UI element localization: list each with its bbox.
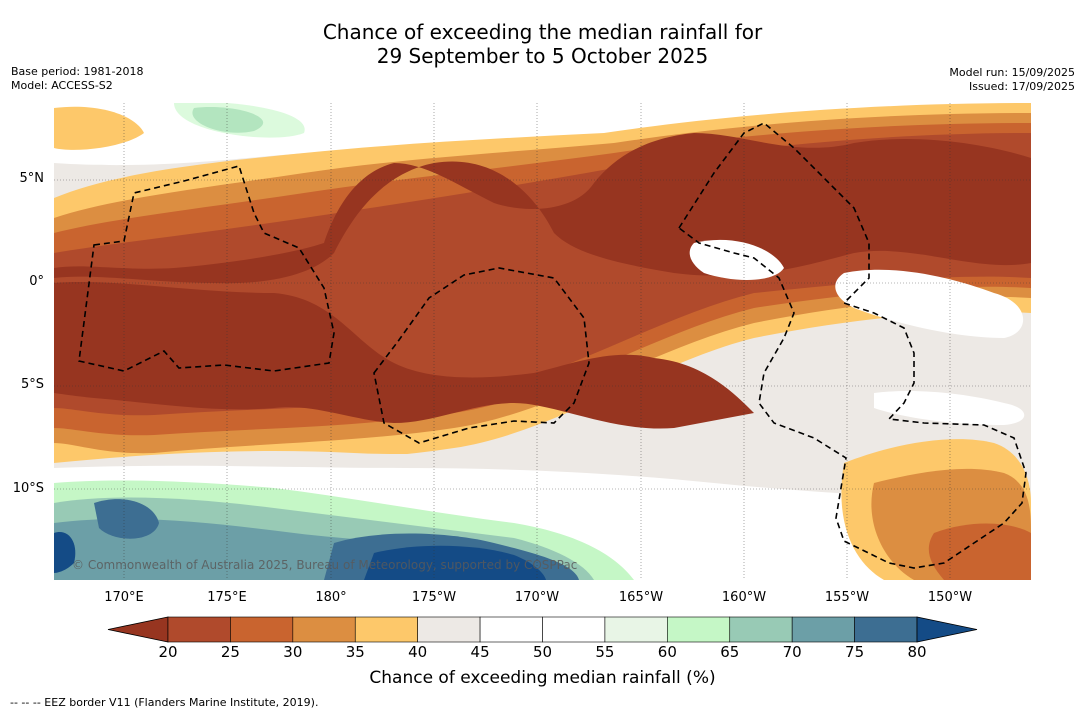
colorbar-tick-30: 30 [283,643,303,661]
issued-text: Issued: 17/09/2025 [968,80,1075,93]
eez-legend-note: -- -- -- EEZ border V11 (Flanders Marine… [10,696,319,709]
lon-label-175w: 175°W [411,590,457,605]
colorbar-segment-40 [417,616,481,643]
lon-label-170e: 170°E [104,590,144,605]
neutral-pocket-south [874,391,1025,425]
copyright-notice: © Commonwealth of Australia 2025, Bureau… [72,558,578,572]
lon-label-170w: 170°W [514,590,560,605]
dry-core-north [54,133,1031,284]
neutral-pocket-east [689,239,784,280]
model-info: Base period: 1981-2018 Model: ACCESS-S2 [11,65,143,93]
model-name-text: Model: ACCESS-S2 [11,79,113,92]
colorbar-extend-high [916,616,978,643]
colorbar-segment-70 [791,616,855,643]
colorbar-tick-25: 25 [220,643,240,661]
map-field [54,103,1031,580]
neutral-pocket-southeast [835,269,1024,338]
colorbar-segment-55 [604,616,668,643]
south-very-wet-core [364,545,546,580]
lat-label-5n: 5°N [19,171,45,186]
lat-label-10s: 10°S [12,481,44,496]
lon-label-155w: 155°W [824,590,870,605]
colorbar-tick-75: 75 [845,643,865,661]
colorbar-extend-low [107,616,169,643]
southeast-dry-core [928,523,1031,580]
lon-label-175e: 175°E [207,590,247,605]
lat-label-0: 0° [29,274,44,289]
colorbar-segments [107,616,978,643]
lon-label-180: 180° [315,590,347,605]
colorbar-segment-50 [542,616,606,643]
colorbar-tick-20: 20 [158,643,178,661]
colorbar-segment-25 [230,616,294,643]
northwest-dry-patch [54,106,144,150]
lat-label-5s: 5°S [20,377,44,392]
rainfall-map: © Commonwealth of Australia 2025, Bureau… [54,103,1031,580]
colorbar-tick-80: 80 [907,643,927,661]
map-graticule [54,103,1031,580]
colorbar-segment-60 [667,616,731,643]
colorbar-segment-65 [729,616,793,643]
north-moist-patch [174,103,305,138]
colorbar-segment-45 [479,616,543,643]
colorbar-title: Chance of exceeding median rainfall (%) [369,668,716,688]
colorbar-segment-20 [167,616,231,643]
colorbar-tick-35: 35 [345,643,365,661]
lon-label-150w: 150°W [927,590,973,605]
colorbar-tick-65: 65 [720,643,740,661]
colorbar-segment-75 [854,616,918,643]
lon-label-165w: 165°W [618,590,664,605]
eez-borders [78,122,1027,569]
colorbar-segment-30 [292,616,356,643]
chart-title: Chance of exceeding the median rainfall … [0,20,1085,68]
southwest-very-wet-patch [54,532,76,573]
title-line-1: Chance of exceeding the median rainfall … [322,20,763,44]
southwest-wet-patch [94,499,159,539]
colorbar [107,616,978,643]
lon-label-160w: 160°W [721,590,767,605]
base-period-text: Base period: 1981-2018 [11,65,144,78]
colorbar-tick-55: 55 [595,643,615,661]
colorbar-tick-70: 70 [782,643,802,661]
colorbar-tick-50: 50 [532,643,553,661]
run-info: Model run: 15/09/2025 Issued: 17/09/2025 [949,66,1075,94]
model-run-text: Model run: 15/09/2025 [949,66,1075,79]
colorbar-segment-35 [354,616,418,643]
colorbar-tick-40: 40 [408,643,428,661]
colorbar-tick-45: 45 [470,643,490,661]
colorbar-tick-60: 60 [657,643,677,661]
title-line-2: 29 September to 5 October 2025 [376,44,709,68]
